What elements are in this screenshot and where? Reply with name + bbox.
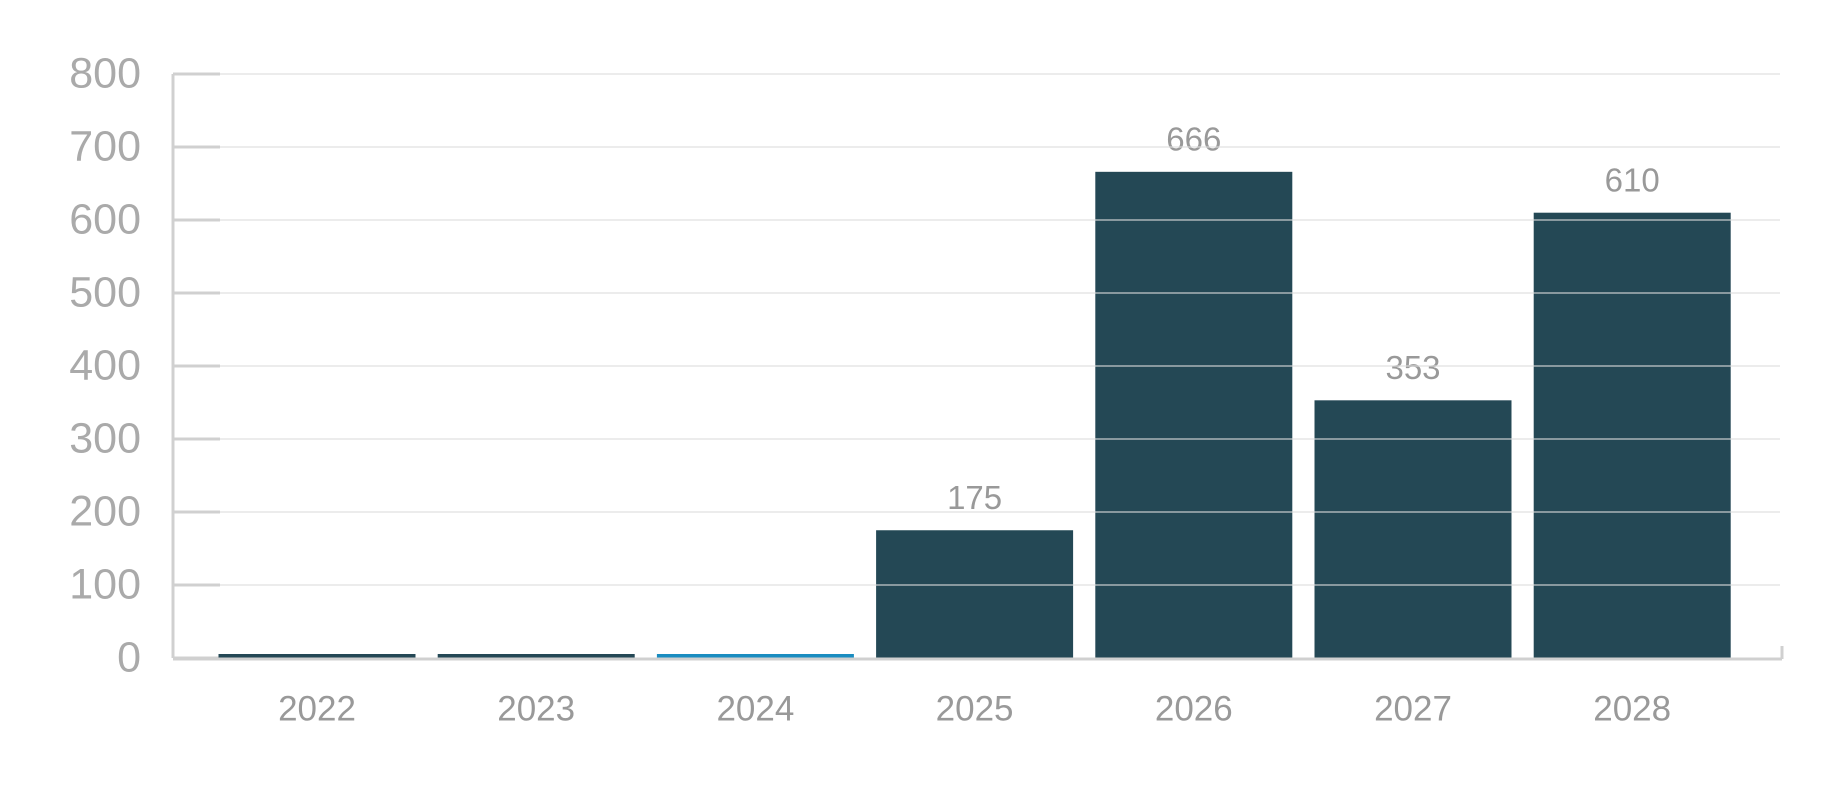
x-tick-label: 2027 — [1374, 689, 1452, 728]
bar — [656, 654, 854, 658]
value-label: 610 — [1605, 161, 1660, 198]
y-tick-label: 100 — [69, 560, 141, 608]
x-tick-label: 2022 — [278, 689, 356, 728]
x-tick-label: 2026 — [1155, 689, 1233, 728]
bar — [1533, 212, 1731, 658]
bar — [437, 654, 635, 658]
y-tick-label: 300 — [69, 414, 141, 462]
y-tick-label: 600 — [69, 195, 141, 243]
y-tick-label: 400 — [69, 341, 141, 389]
value-label: 353 — [1385, 349, 1440, 386]
y-tick-label: 0 — [117, 633, 141, 681]
x-tick-label: 2024 — [716, 689, 794, 728]
bar — [876, 530, 1074, 658]
y-tick-label: 500 — [69, 268, 141, 316]
x-tick-label: 2028 — [1593, 689, 1671, 728]
y-tick-label: 700 — [69, 122, 141, 170]
y-tick-label: 800 — [69, 49, 141, 97]
bar — [1095, 171, 1293, 658]
value-label: 175 — [947, 479, 1002, 516]
bar — [218, 654, 416, 658]
value-label: 666 — [1166, 121, 1221, 158]
x-tick-label: 2023 — [497, 689, 575, 728]
bar — [1314, 400, 1512, 658]
y-tick-label: 200 — [69, 487, 141, 535]
x-tick-label: 2025 — [936, 689, 1014, 728]
